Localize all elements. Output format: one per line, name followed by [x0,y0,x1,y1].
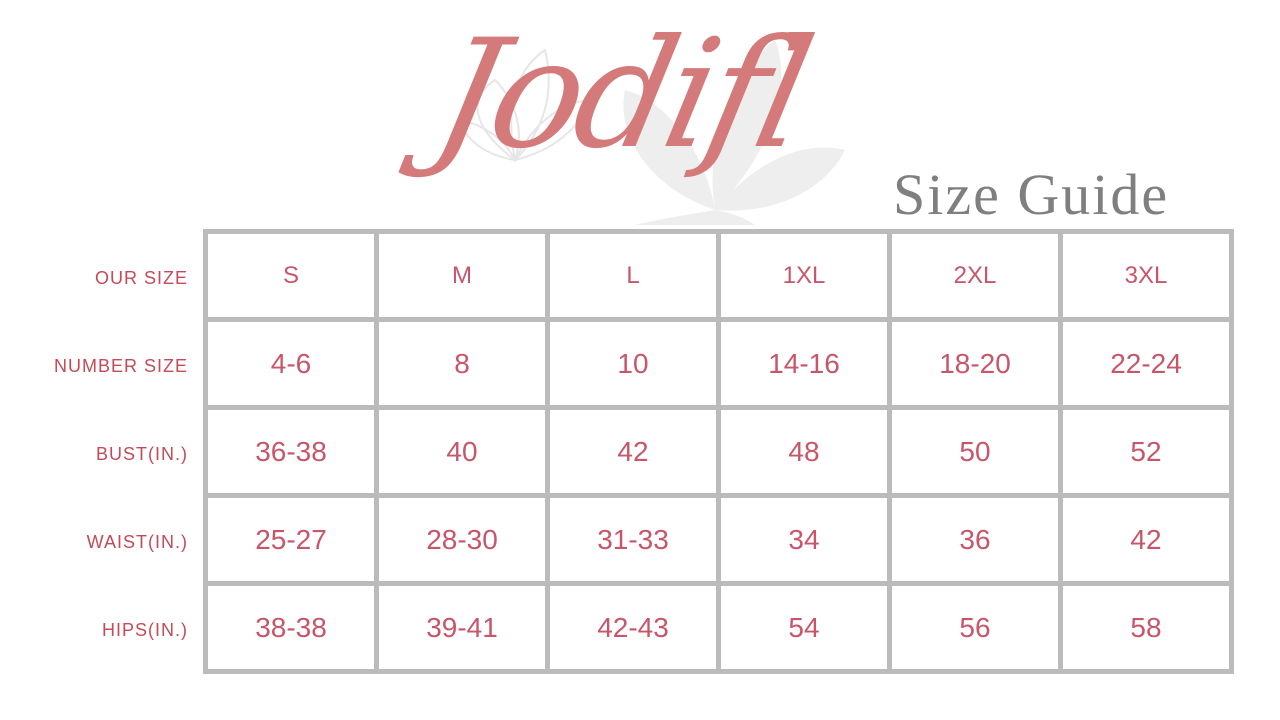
table-cell: 18-20 [887,317,1063,410]
table-row: 38-38 39-41 42-43 54 56 58 [203,581,1234,674]
table-cell: M [374,229,550,322]
table-cell: 39-41 [374,581,550,674]
table-cell: 10 [545,317,721,410]
table-cell: 28-30 [374,493,550,586]
table-cell: 42 [545,405,721,498]
table-cell: 31-33 [545,493,721,586]
table-cell: 40 [374,405,550,498]
row-label-bust: BUST(IN.) [96,443,188,464]
table-cell: 52 [1058,405,1234,498]
row-label-number-size: NUMBER SIZE [53,355,188,376]
page-title: Size Guide [893,162,1170,227]
table-cell: 50 [887,405,1063,498]
table-cell: 22-24 [1058,317,1234,410]
table-cell: 25-27 [203,493,379,586]
table-cell: L [545,229,721,322]
row-label-our-size: OUR SIZE [94,267,188,288]
table-cell: 36-38 [203,405,379,498]
table-cell: 36 [887,493,1063,586]
table-cell: 1XL [716,229,892,322]
table-cell: 34 [716,493,892,586]
table-cell: 42-43 [545,581,721,674]
table-cell: 14-16 [716,317,892,410]
table-cell: 3XL [1058,229,1234,322]
flower-decoration-icon [458,40,845,225]
table-row: 36-38 40 42 48 50 52 [203,405,1234,498]
brand-logo: Jodifl [421,8,821,182]
table-cell: 56 [887,581,1063,674]
table-row: S M L 1XL 2XL 3XL [203,229,1234,322]
table-cell: S [203,229,379,322]
table-row: 4-6 8 10 14-16 18-20 22-24 [203,317,1234,410]
row-label-hips: HIPS(IN.) [101,619,188,640]
table-cell: 48 [716,405,892,498]
row-label-waist: WAIST(IN.) [86,531,188,552]
table-cell: 58 [1058,581,1234,674]
row-labels: OUR SIZE NUMBER SIZE BUST(IN.) WAIST(IN.… [0,234,188,674]
table-cell: 8 [374,317,550,410]
table-row: 25-27 28-30 31-33 34 36 42 [203,493,1234,586]
table-cell: 42 [1058,493,1234,586]
table-cell: 54 [716,581,892,674]
table-cell: 38-38 [203,581,379,674]
table-cell: 2XL [887,229,1063,322]
table-cell: 4-6 [203,317,379,410]
size-table: S M L 1XL 2XL 3XL 4-6 8 10 14-16 18-20 22-24 36-38 40… [203,229,1234,674]
